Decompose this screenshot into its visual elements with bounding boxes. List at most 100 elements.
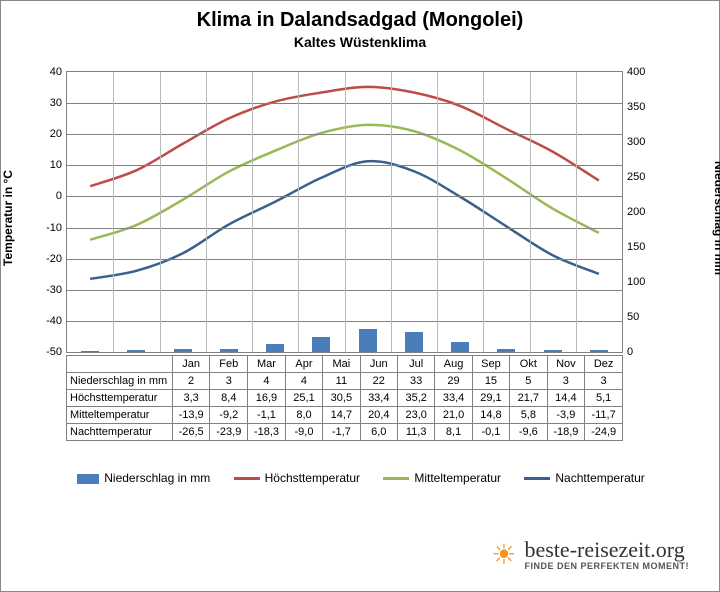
table-month: Dez xyxy=(585,356,623,373)
chart-title: Klima in Dalandsadgad (Mongolei) xyxy=(1,9,719,32)
precip-bar xyxy=(451,342,469,353)
y-right-tick: 350 xyxy=(627,101,657,113)
table-month: Aug xyxy=(435,356,472,373)
table-cell: 3,3 xyxy=(172,390,210,407)
table-cell: 15 xyxy=(472,373,509,390)
y-left-tick: -30 xyxy=(27,284,62,296)
precip-bar xyxy=(312,337,330,352)
y-right-tick: 50 xyxy=(627,311,657,323)
table-cell: 29 xyxy=(435,373,472,390)
y-right-tick: 0 xyxy=(627,346,657,358)
table-month: Okt xyxy=(510,356,547,373)
table-row-label: Mitteltemperatur xyxy=(67,407,173,424)
chart-subtitle: Kaltes Wüstenklima xyxy=(1,34,719,50)
axis-left-title: Temperatur in °C xyxy=(1,170,15,266)
table-row-label: Höchsttemperatur xyxy=(67,390,173,407)
table-cell: -24,9 xyxy=(585,424,623,441)
table-cell: 33 xyxy=(397,373,434,390)
y-left-tick: 30 xyxy=(27,97,62,109)
table-cell: -0,1 xyxy=(472,424,509,441)
precip-bar xyxy=(220,349,238,352)
table-month: Jun xyxy=(360,356,397,373)
table-row: Nachttemperatur-26,5-23,9-18,3-9,0-1,76,… xyxy=(67,424,623,441)
table-row-label: Nachttemperatur xyxy=(67,424,173,441)
table-cell: 22 xyxy=(360,373,397,390)
table-cell: 8,1 xyxy=(435,424,472,441)
table-cell: 3 xyxy=(547,373,585,390)
precip-bar xyxy=(497,349,515,353)
legend-precip: Niederschlag in mm xyxy=(77,471,210,485)
table-month: Feb xyxy=(210,356,248,373)
axis-right-title: Niederschlag in mm xyxy=(712,161,720,275)
plot-area: -50-40-30-20-100102030400501001502002503… xyxy=(66,71,623,353)
table-cell: 35,2 xyxy=(397,390,434,407)
y-right-tick: 300 xyxy=(627,136,657,148)
table-row: Höchsttemperatur3,38,416,925,130,533,435… xyxy=(67,390,623,407)
table-row: Mitteltemperatur-13,9-9,2-1,18,014,720,4… xyxy=(67,407,623,424)
table-cell: 14,4 xyxy=(547,390,585,407)
y-right-tick: 100 xyxy=(627,276,657,288)
chart-area: Temperatur in °C Niederschlag in mm -50-… xyxy=(66,71,661,381)
table-cell: 5 xyxy=(510,373,547,390)
tagline: FINDE DEN PERFEKTEN MOMENT! xyxy=(524,561,689,571)
legend-mean: Mitteltemperatur xyxy=(383,471,501,485)
table-cell: 2 xyxy=(172,373,210,390)
table-cell: 16,9 xyxy=(248,390,286,407)
y-left-tick: 0 xyxy=(27,190,62,202)
table-month: Jul xyxy=(397,356,434,373)
table-month: Mar xyxy=(248,356,286,373)
table-cell: 3 xyxy=(585,373,623,390)
y-right-tick: 400 xyxy=(627,66,657,78)
table-cell: -26,5 xyxy=(172,424,210,441)
table-month: Apr xyxy=(285,356,322,373)
table-month: Nov xyxy=(547,356,585,373)
table-cell: 11 xyxy=(323,373,360,390)
table-month: Sep xyxy=(472,356,509,373)
precip-bar xyxy=(359,329,377,352)
table-cell: -18,9 xyxy=(547,424,585,441)
table-row-label: Niederschlag in mm xyxy=(67,373,173,390)
table-cell: 29,1 xyxy=(472,390,509,407)
table-cell: 33,4 xyxy=(435,390,472,407)
precip-bar xyxy=(590,350,608,352)
chart-container: Klima in Dalandsadgad (Mongolei) Kaltes … xyxy=(0,0,720,592)
y-right-tick: 150 xyxy=(627,241,657,253)
y-left-tick: 20 xyxy=(27,128,62,140)
table-cell: -9,2 xyxy=(210,407,248,424)
precip-bar xyxy=(266,344,284,352)
table-cell: 14,8 xyxy=(472,407,509,424)
y-left-tick: -10 xyxy=(27,222,62,234)
table-cell: 25,1 xyxy=(285,390,322,407)
table-cell: 11,3 xyxy=(397,424,434,441)
table-cell: 21,0 xyxy=(435,407,472,424)
table-cell: 6,0 xyxy=(360,424,397,441)
precip-bar xyxy=(174,349,192,352)
y-left-tick: -40 xyxy=(27,315,62,327)
table-cell: -1,1 xyxy=(248,407,286,424)
table-cell: 4 xyxy=(285,373,322,390)
table-cell: -11,7 xyxy=(585,407,623,424)
table-cell: -3,9 xyxy=(547,407,585,424)
table-cell: 30,5 xyxy=(323,390,360,407)
table-cell: -23,9 xyxy=(210,424,248,441)
data-table: JanFebMarAprMaiJunJulAugSepOktNovDezNied… xyxy=(66,355,623,441)
table-cell: -1,7 xyxy=(323,424,360,441)
table-cell: 3 xyxy=(210,373,248,390)
footer: ☀ beste-reisezeit.org FINDE DEN PERFEKTE… xyxy=(491,537,689,571)
legend: Niederschlag in mm Höchsttemperatur Mitt… xyxy=(1,471,720,485)
table-cell: 4 xyxy=(248,373,286,390)
legend-bar-icon xyxy=(77,474,99,484)
legend-high: Höchsttemperatur xyxy=(234,471,360,485)
legend-line-icon xyxy=(234,477,260,480)
table-cell: 23,0 xyxy=(397,407,434,424)
table-cell: 33,4 xyxy=(360,390,397,407)
table-cell: -13,9 xyxy=(172,407,210,424)
precip-bar xyxy=(127,350,145,352)
table-cell: 21,7 xyxy=(510,390,547,407)
table-month: Jan xyxy=(172,356,210,373)
table-cell: 5,1 xyxy=(585,390,623,407)
precip-bar xyxy=(405,332,423,352)
legend-line-icon xyxy=(383,477,409,480)
table-cell: -18,3 xyxy=(248,424,286,441)
y-right-tick: 200 xyxy=(627,206,657,218)
